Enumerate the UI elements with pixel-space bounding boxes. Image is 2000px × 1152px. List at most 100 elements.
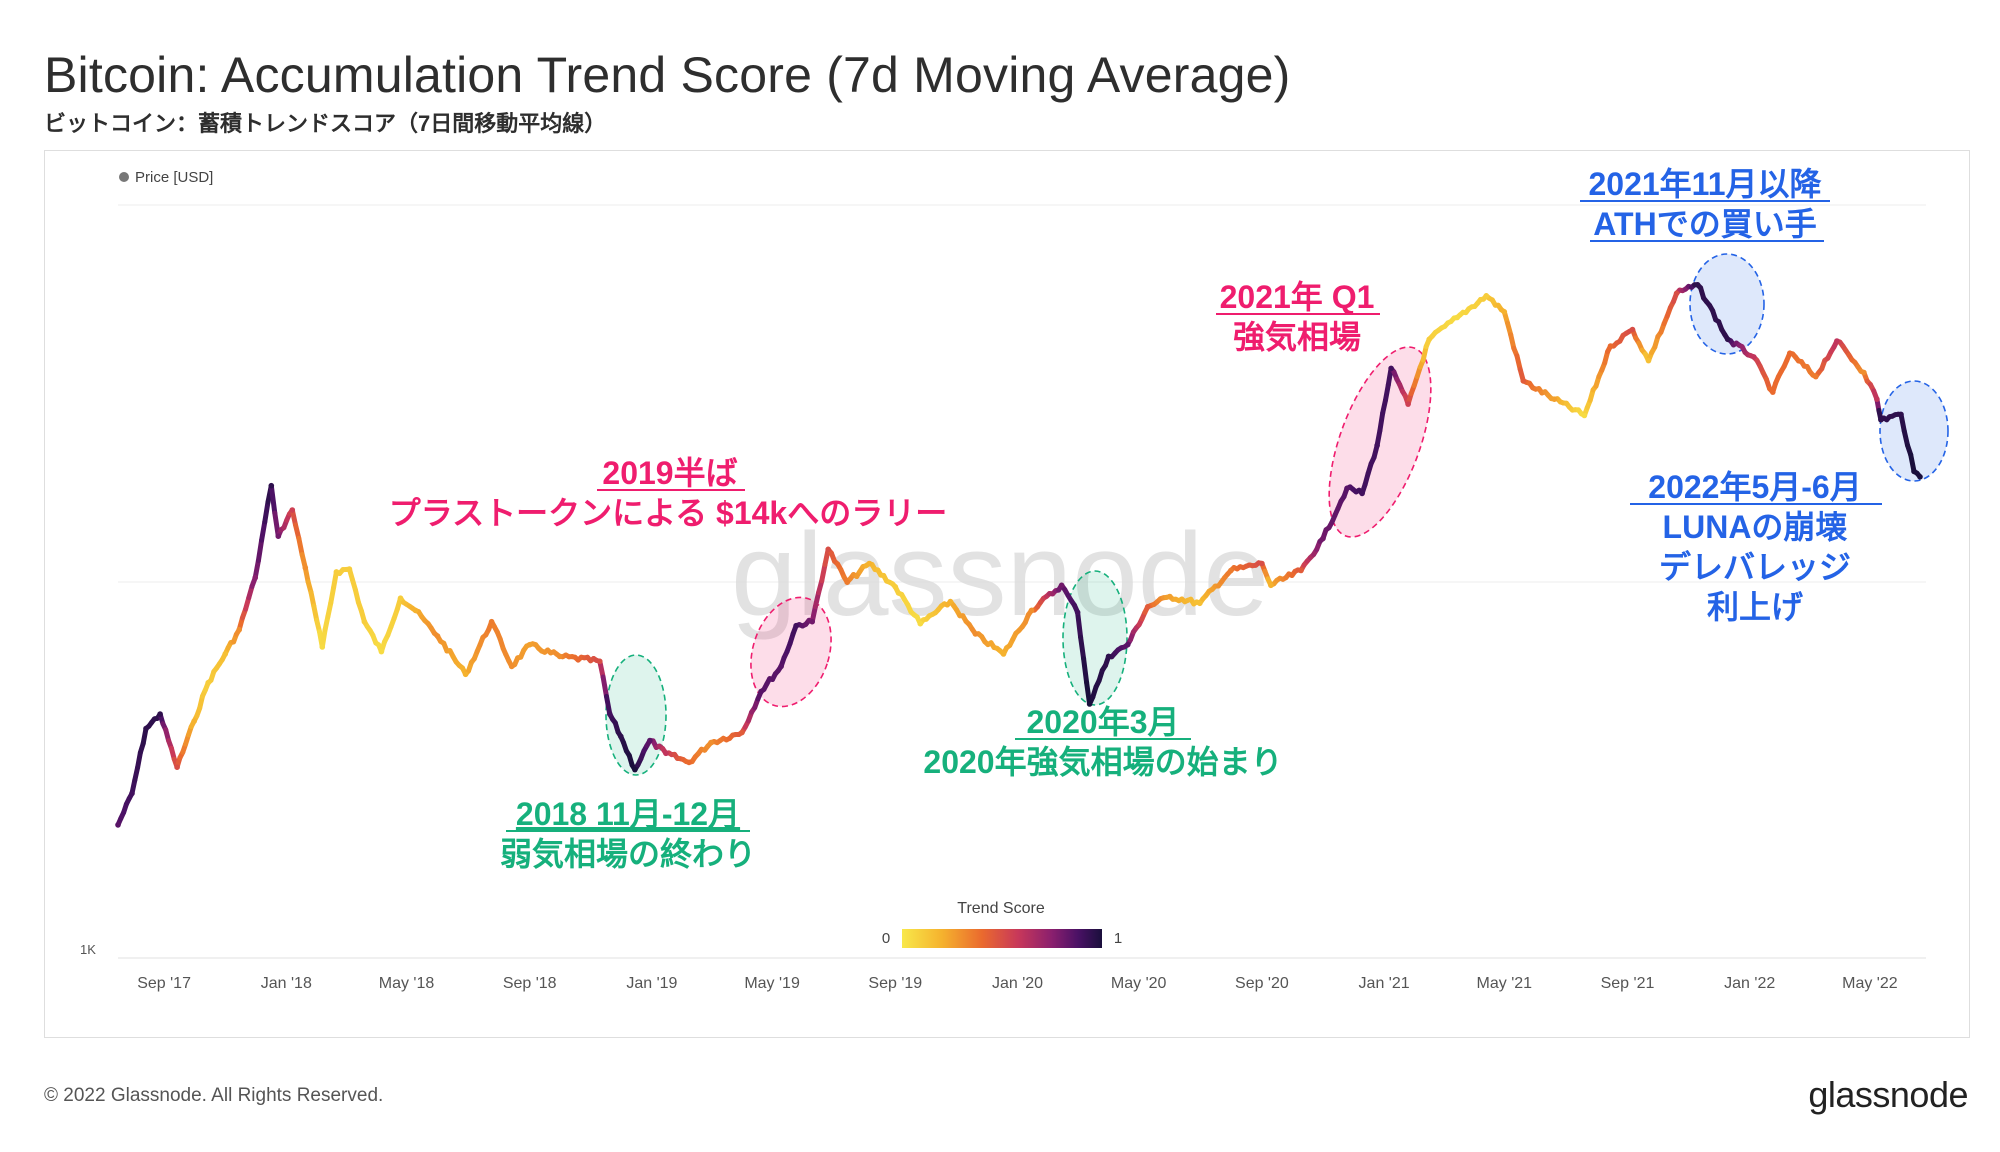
price-point[interactable]	[1770, 389, 1776, 395]
price-point[interactable]	[143, 725, 149, 732]
price-point[interactable]	[597, 658, 603, 665]
price-point[interactable]	[663, 750, 669, 757]
price-point[interactable]	[1813, 373, 1819, 380]
price-point[interactable]	[252, 574, 258, 581]
price-point[interactable]	[1268, 582, 1274, 589]
price-point[interactable]	[1861, 369, 1867, 376]
price-point[interactable]	[1607, 343, 1614, 349]
price-point[interactable]	[1359, 490, 1365, 497]
price-point[interactable]	[1483, 293, 1490, 299]
price-point[interactable]	[1259, 560, 1265, 567]
price-point[interactable]	[866, 560, 873, 567]
price-point[interactable]	[488, 618, 495, 625]
price-point[interactable]	[947, 598, 954, 605]
price-point[interactable]	[1724, 336, 1731, 343]
price-point[interactable]	[1000, 651, 1007, 657]
price-point[interactable]	[412, 607, 419, 614]
price-point[interactable]	[1426, 336, 1432, 343]
price-point[interactable]	[191, 718, 197, 724]
price-point[interactable]	[157, 711, 163, 717]
price-point[interactable]	[1750, 354, 1757, 360]
price-point[interactable]	[1834, 338, 1840, 344]
price-point[interactable]	[758, 688, 764, 695]
price-point[interactable]	[1197, 600, 1203, 607]
footer-brand-logo[interactable]: glassnode	[1808, 1074, 1968, 1115]
price-point[interactable]	[809, 618, 815, 625]
footer-copyright: © 2022 Glassnode. All Rights Reserved.	[44, 1085, 384, 1106]
price-point[interactable]	[1911, 468, 1917, 475]
price-point[interactable]	[1501, 309, 1508, 315]
price-point[interactable]	[1787, 350, 1793, 357]
price-point[interactable]	[708, 739, 714, 746]
price-point[interactable]	[1581, 412, 1588, 419]
price-point[interactable]	[302, 564, 309, 571]
price-point[interactable]	[1878, 417, 1884, 423]
price-point[interactable]	[647, 737, 653, 744]
price-point[interactable]	[1694, 282, 1701, 288]
legend-label[interactable]: Price [USD]	[135, 169, 213, 186]
price-point[interactable]	[1105, 653, 1112, 660]
price-point[interactable]	[1298, 567, 1304, 574]
price-point[interactable]	[174, 764, 180, 770]
price-point[interactable]	[115, 822, 121, 828]
price-point[interactable]	[793, 622, 799, 629]
price-point[interactable]	[1520, 378, 1527, 384]
price-point[interactable]	[1124, 641, 1131, 648]
price-point[interactable]	[1028, 607, 1035, 614]
price-point[interactable]	[556, 653, 563, 660]
price-point[interactable]	[1167, 593, 1173, 600]
price-point[interactable]	[1454, 314, 1460, 321]
price-point[interactable]	[844, 579, 850, 585]
price-point[interactable]	[1074, 609, 1081, 616]
price-point[interactable]	[1917, 474, 1923, 480]
price-point[interactable]	[397, 595, 404, 601]
annotation-2021nov: 2021年11月以降 ATHでの買い手	[1580, 166, 1830, 242]
price-point[interactable]	[129, 790, 135, 797]
price-point[interactable]	[346, 566, 353, 572]
price-point[interactable]	[1673, 290, 1680, 297]
price-point[interactable]	[1645, 357, 1652, 364]
price-point[interactable]	[1374, 442, 1380, 449]
price-point[interactable]	[972, 631, 979, 637]
price-point[interactable]	[268, 482, 275, 489]
price-point[interactable]	[686, 759, 692, 766]
price-point[interactable]	[1086, 701, 1093, 707]
price-point[interactable]	[1405, 401, 1411, 407]
price-point[interactable]	[361, 618, 368, 625]
price-point[interactable]	[607, 711, 613, 717]
price-point[interactable]	[1228, 567, 1234, 574]
price-point[interactable]	[917, 620, 924, 627]
price-point[interactable]	[618, 733, 624, 740]
price-point[interactable]	[632, 766, 638, 773]
price-point[interactable]	[275, 533, 282, 539]
price-point[interactable]	[778, 663, 784, 670]
price-point[interactable]	[205, 679, 211, 686]
price-point[interactable]	[1388, 365, 1394, 372]
price-point[interactable]	[333, 569, 340, 575]
price-point[interactable]	[1344, 485, 1350, 492]
price-point[interactable]	[1629, 326, 1636, 333]
price-line-segment	[319, 627, 328, 650]
price-point[interactable]	[1320, 535, 1326, 542]
page-title: Bitcoin: Accumulation Trend Score (7d Mo…	[44, 47, 1291, 103]
price-point[interactable]	[739, 729, 745, 736]
price-point[interactable]	[1874, 396, 1880, 403]
price-point[interactable]	[378, 648, 385, 655]
legend-dot-icon[interactable]	[119, 172, 129, 182]
price-point[interactable]	[462, 671, 469, 678]
price-point[interactable]	[319, 644, 326, 650]
price-point[interactable]	[289, 507, 296, 513]
price-point[interactable]	[825, 546, 831, 553]
price-line-segment	[135, 750, 143, 771]
price-point[interactable]	[1898, 411, 1904, 418]
price-point[interactable]	[1551, 396, 1558, 403]
price-point[interactable]	[1058, 582, 1065, 589]
colorbar-max-label: 1	[1114, 930, 1122, 947]
price-point[interactable]	[222, 651, 228, 657]
price-point[interactable]	[1144, 604, 1151, 610]
price-point[interactable]	[892, 584, 899, 590]
price-point[interactable]	[526, 641, 533, 648]
price-point[interactable]	[434, 633, 441, 639]
price-point[interactable]	[508, 663, 515, 670]
price-point[interactable]	[236, 626, 242, 633]
